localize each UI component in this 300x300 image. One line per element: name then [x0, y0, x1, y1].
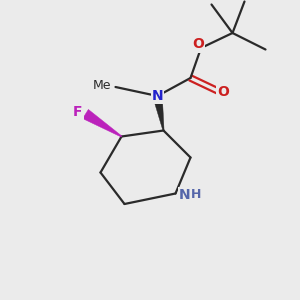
- Text: F: F: [73, 106, 83, 119]
- Polygon shape: [153, 95, 164, 130]
- Text: Me: Me: [92, 79, 111, 92]
- Polygon shape: [82, 110, 122, 137]
- Text: O: O: [192, 38, 204, 51]
- Text: N: N: [178, 188, 190, 202]
- Text: H: H: [191, 188, 202, 202]
- Text: N: N: [152, 89, 163, 103]
- Text: O: O: [218, 85, 230, 98]
